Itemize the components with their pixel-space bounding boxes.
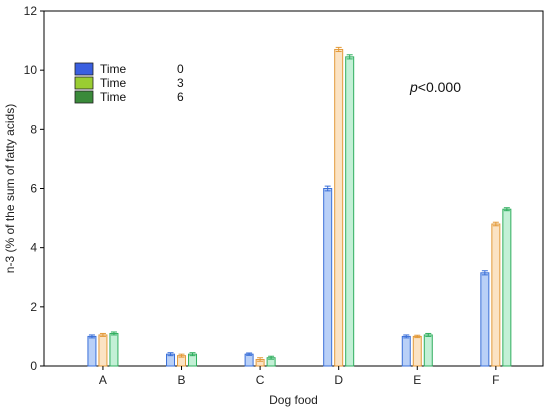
- x-tick-label-e: E: [413, 373, 421, 387]
- bar-f-series-2: [502, 208, 512, 367]
- legend-label-series-1: Time: [100, 76, 127, 90]
- bar-e-series-1: [412, 335, 422, 367]
- legend-swatch-series-2: [74, 90, 94, 104]
- bar-d-series-2: [345, 56, 355, 367]
- legend-swatch-series-1: [74, 76, 94, 90]
- x-tick-label-c: C: [256, 373, 265, 387]
- bar-a-series-2: [109, 332, 119, 367]
- legend-swatch-series-0: [74, 62, 94, 76]
- y-tick-label-4: 4: [30, 241, 37, 255]
- bar-d-series-0: [323, 188, 333, 367]
- y-tick-label-2: 2: [30, 300, 37, 314]
- x-axis-title: Dog food: [269, 393, 318, 407]
- y-tick-label-8: 8: [30, 122, 37, 136]
- x-tick-label-b: B: [178, 373, 186, 387]
- p-value-symbol: p: [409, 79, 418, 95]
- bar-f-series-1: [491, 223, 501, 367]
- y-tick-label-0: 0: [30, 359, 37, 373]
- y-axis-title: n-3 (% of the sum of fatty acids): [3, 104, 17, 273]
- legend-value-series-0: 0: [177, 62, 184, 76]
- bar-e-series-2: [423, 334, 433, 367]
- bar-a-series-1: [98, 334, 108, 367]
- bar-c-series-0: [244, 353, 254, 367]
- bar-f-series-0: [480, 272, 490, 367]
- bar-e-series-0: [401, 335, 411, 367]
- bar-a-series-0: [87, 335, 97, 367]
- y-tick-label-10: 10: [24, 63, 38, 77]
- p-value-annotation: p<0.000: [409, 79, 461, 95]
- y-tick-label-6: 6: [30, 182, 37, 196]
- y-tick-label-12: 12: [24, 4, 38, 18]
- legend-value-series-1: 3: [177, 76, 184, 90]
- bar-d-series-1: [334, 48, 344, 367]
- legend-label-series-0: Time: [100, 62, 127, 76]
- legend-label-series-2: Time: [100, 90, 127, 104]
- legend-value-series-2: 6: [177, 90, 184, 104]
- x-tick-label-f: F: [492, 373, 499, 387]
- x-tick-label-a: A: [99, 373, 107, 387]
- x-tick-label-d: D: [334, 373, 343, 387]
- p-value-threshold: <0.000: [418, 79, 461, 95]
